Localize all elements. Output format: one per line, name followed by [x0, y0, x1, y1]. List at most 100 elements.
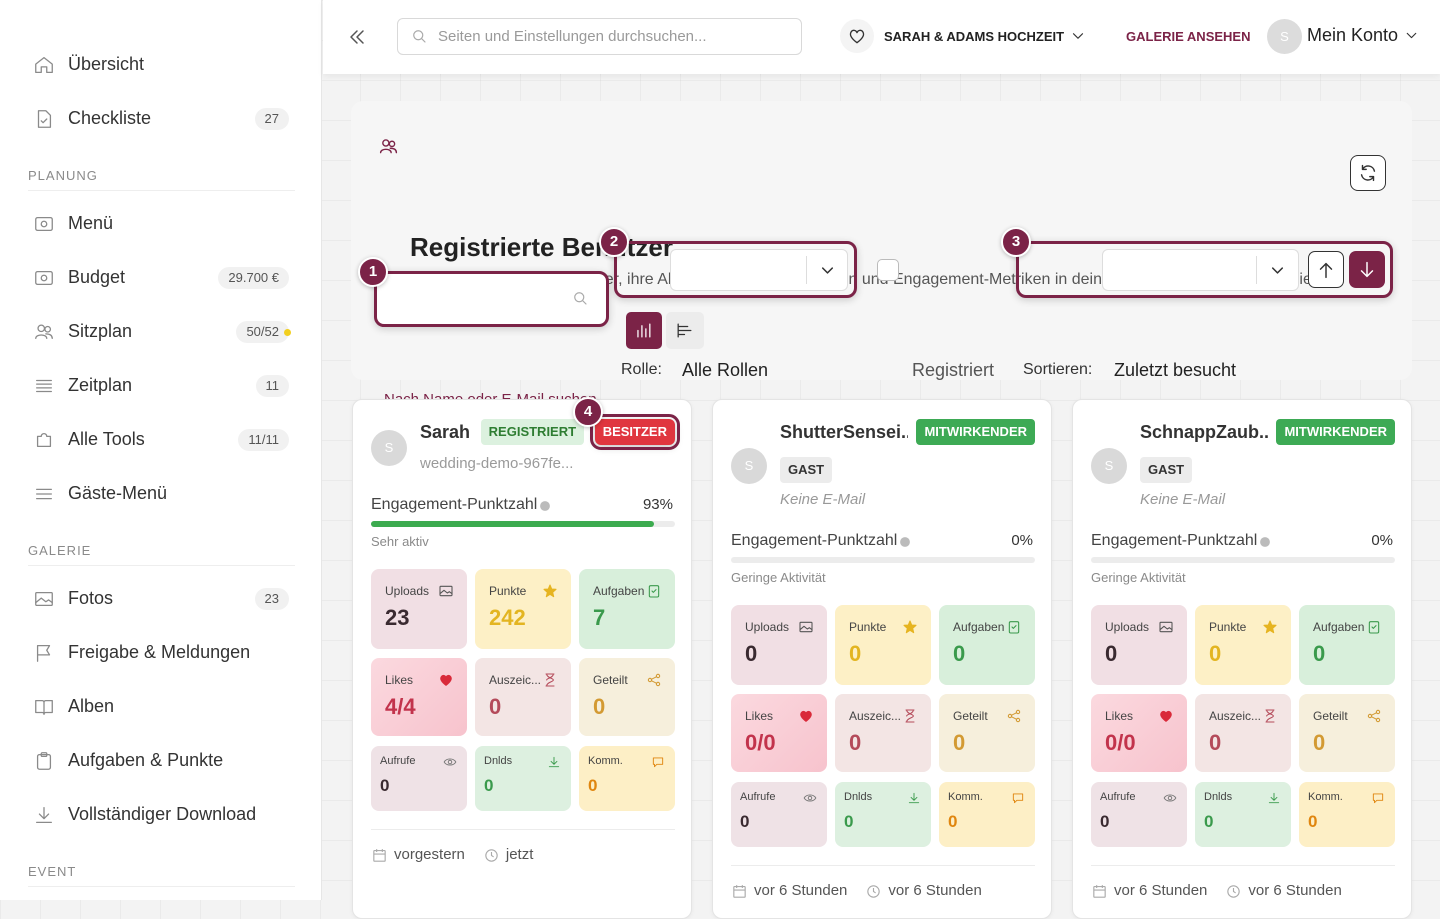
icon	[899, 535, 911, 547]
nav-item[interactable]: Vollständiger Download	[68, 804, 257, 825]
nav-item[interactable]: Übersicht	[68, 54, 145, 75]
stat-label: Auszeic...	[489, 672, 542, 687]
nav-item[interactable]: Checkliste	[68, 108, 152, 129]
icon-part	[1406, 32, 1417, 39]
name-row: Sarah REGISTRIERT BESITZER	[420, 414, 681, 450]
stat-value: 0	[1313, 640, 1326, 666]
engagement-label: Engagement-Punktzahl	[371, 495, 538, 513]
stat-value: 0	[953, 640, 966, 666]
icon-part	[36, 645, 51, 662]
icon-part	[1265, 709, 1275, 723]
icon	[847, 26, 867, 46]
card-divider	[371, 829, 675, 830]
sort-select[interactable]	[1102, 249, 1299, 291]
gallery-link[interactable]: GALERIE ANSEHEN	[1126, 28, 1251, 44]
view-cards-button[interactable]	[626, 312, 662, 349]
nav-item[interactable]: Sitzplan	[68, 321, 133, 342]
refresh-button[interactable]	[1350, 155, 1386, 191]
icon-part	[1159, 621, 1173, 633]
icon-part	[1370, 712, 1378, 720]
header-panel: Registrierte BenutzerSieh dir alle regis…	[351, 101, 1412, 408]
icon-part	[1227, 884, 1241, 898]
icon-part	[1271, 267, 1284, 274]
icon-part	[905, 709, 915, 723]
registered-checkbox[interactable]	[877, 259, 899, 281]
role-label: Rolle:	[621, 360, 662, 378]
icon	[438, 583, 454, 599]
nav-item[interactable]: Zeitplan	[68, 375, 133, 396]
icon-part	[35, 597, 53, 604]
nav-item[interactable]: Gäste-Menü	[68, 483, 168, 504]
nav-item[interactable]: Menü	[68, 213, 114, 234]
icon-part	[655, 681, 661, 687]
nav-item[interactable]: Alben	[68, 696, 115, 717]
icon-part	[1360, 261, 1374, 278]
stat-label: Likes	[1105, 708, 1134, 723]
icon-part	[543, 584, 557, 598]
icon-part	[373, 849, 386, 862]
registered-label[interactable]: Registriert	[912, 360, 995, 381]
icon-part	[1010, 712, 1018, 720]
icon	[33, 696, 55, 718]
icon-part	[36, 645, 51, 662]
card-footer: vor 6 Stunden vor 6 Stunden	[731, 880, 1035, 902]
icon-part	[733, 885, 746, 898]
role-select[interactable]	[670, 249, 848, 291]
stat-label: Punkte	[1209, 619, 1247, 634]
search-highlight[interactable]	[374, 271, 609, 327]
icon-part	[379, 147, 398, 154]
icon	[798, 708, 814, 724]
icon-part	[443, 758, 457, 766]
stat-label: Punkte	[849, 619, 887, 634]
stat-tile: Auszeic... 0	[475, 658, 571, 736]
engagement-bar	[371, 521, 654, 527]
icon-part	[36, 807, 52, 823]
icon	[542, 672, 558, 688]
stat-label: Dnlds	[844, 791, 873, 804]
search-placeholder: Seiten und Einstellungen durchsuchen...	[438, 27, 707, 45]
nav-item[interactable]: Alle Tools	[68, 429, 145, 450]
icon	[378, 136, 399, 157]
stat-label: Aufgaben	[953, 619, 1005, 634]
stat-label: Punkte	[489, 583, 527, 598]
stat-label: Likes	[385, 672, 414, 687]
stat-label: Geteilt	[953, 708, 988, 723]
footer-date: vorgestern	[394, 846, 465, 863]
icon-part	[36, 807, 52, 823]
account-label[interactable]: Mein Konto	[1307, 25, 1399, 46]
user-name: SchnappZaub...	[1140, 421, 1269, 442]
nav-item[interactable]: Fotos	[68, 588, 114, 609]
search-box[interactable]	[397, 18, 802, 55]
nav-badge: 27	[254, 108, 289, 130]
icon-part	[733, 884, 746, 898]
role-badge: MITWIRKENDER	[916, 419, 1035, 445]
event-name[interactable]: SARAH & ADAMS HOCHZEIT	[884, 28, 1065, 44]
icon-part	[35, 324, 53, 340]
icon-part	[1015, 709, 1021, 715]
icon[interactable]	[345, 25, 369, 49]
icon	[33, 54, 55, 76]
icon-part	[652, 757, 664, 768]
icon	[1267, 791, 1281, 805]
nav-item[interactable]: Budget	[68, 267, 126, 288]
icon-part	[1371, 625, 1377, 629]
icon-part	[647, 677, 653, 683]
stat-tile: Uploads 23	[371, 569, 467, 649]
icon-part	[439, 585, 453, 597]
icon-part	[35, 591, 53, 607]
icon-part	[1015, 717, 1021, 723]
stat-value: 23	[385, 604, 410, 630]
icon	[1366, 708, 1382, 724]
nav-item[interactable]: Freigabe & Meldungen	[68, 642, 251, 663]
section-heading: PLANUNG	[28, 167, 98, 183]
icon	[1259, 535, 1271, 547]
role-badge: MITWIRKENDER	[1276, 419, 1395, 445]
icon-part	[648, 585, 660, 598]
icon	[33, 483, 55, 505]
engagement-percent: 93%	[642, 496, 673, 513]
nav-item[interactable]: Aufgaben & Punkte	[68, 750, 224, 771]
icon-part	[543, 584, 557, 598]
icon	[1315, 259, 1337, 281]
